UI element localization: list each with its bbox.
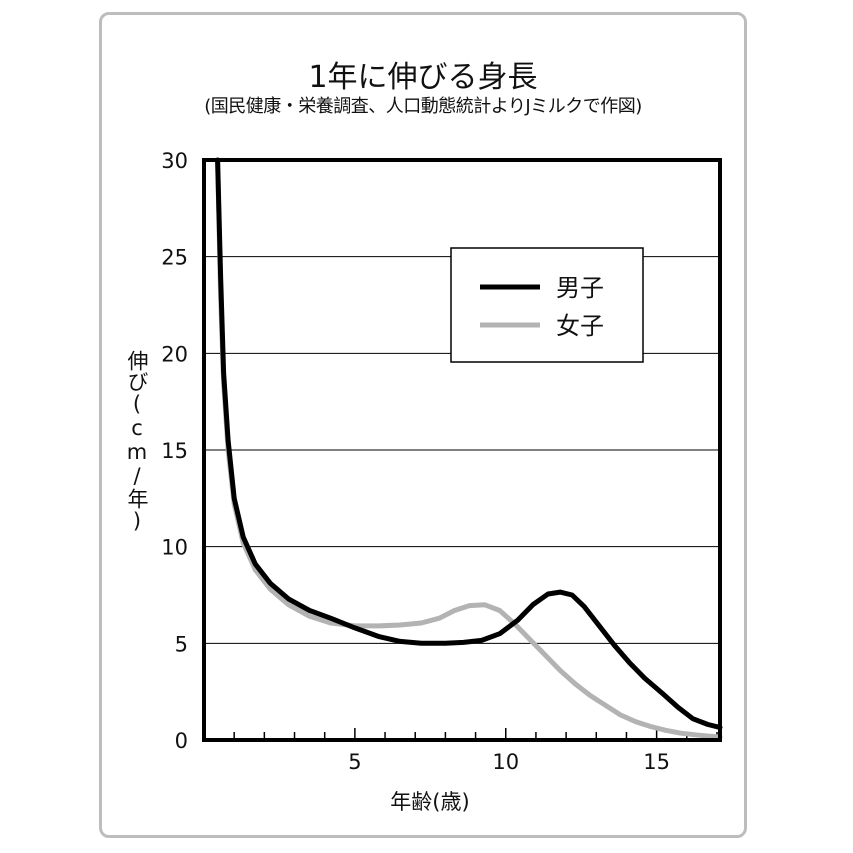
x-tick-label-10: 10 [492,750,519,774]
legend-box [450,247,644,363]
x-axis-label: 年齢(歳) [390,790,470,814]
legend-label-0: 男子 [556,274,604,302]
chart-subtitle: (国民健康・栄養調査、人口動態統計よりJミルクで作図) [204,96,642,117]
y-tick-label-5: 5 [175,632,188,656]
y-tick-label-10: 10 [161,536,188,560]
x-tick-labels: 5 10 15 [348,750,670,774]
y-tick-label-25: 25 [161,246,188,270]
chart-title: 1年に伸びる身長 [308,60,538,95]
y-tick-label-20: 20 [161,342,188,366]
y-axis-label: 伸び(cm/年) [125,350,149,533]
chart-frame [99,12,747,838]
legend-label-1: 女子 [556,312,604,340]
y-tick-label-0: 0 [175,729,188,753]
x-tick-label-5: 5 [348,750,361,774]
x-tick-label-15: 15 [643,750,670,774]
series-line-girls [215,157,723,740]
series-lines [215,157,723,740]
y-tick-labels: 0 5 10 15 20 25 30 [161,149,188,753]
series-line-boys [215,157,723,730]
y-tick-label-30: 30 [161,149,188,173]
y-tick-label-15: 15 [161,439,188,463]
plot-border [202,158,722,742]
